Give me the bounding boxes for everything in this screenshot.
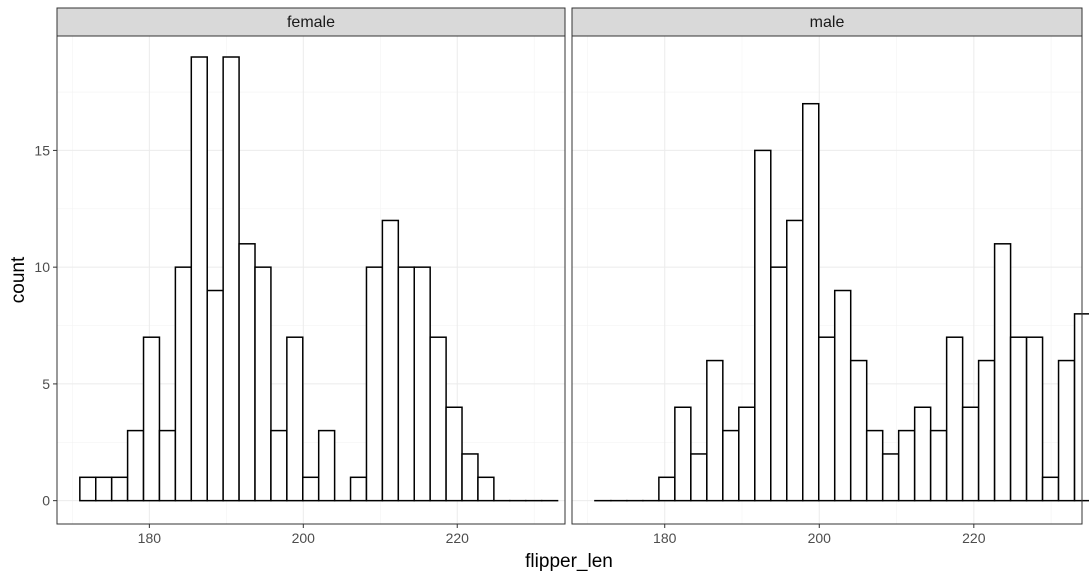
histogram-bar-female-24 [461,453,479,502]
histogram-bar-male-14 [817,336,836,502]
histogram-bar-female-5 [158,429,177,502]
strip-label-female: female [287,14,335,31]
histogram-bar-male-11 [770,266,788,502]
strip-label-male: male [810,14,845,31]
histogram-bar-female-14 [302,476,320,502]
y-tick-label: 10 [34,259,50,275]
strip-male [571,7,1083,37]
histogram-bar-female-2 [110,476,129,502]
bars-female [79,56,559,502]
histogram-bar-female-0 [79,476,97,502]
histogram-bar-female-4 [142,336,161,502]
histogram-bar-female-22 [429,336,447,502]
histogram-bar-female-19 [381,219,400,502]
histogram-bar-female-11 [254,266,272,502]
histogram-bar-female-21 [413,266,431,502]
histogram-bar-male-7 [706,359,724,502]
histogram-bar-male-5 [674,406,692,502]
histogram-bar-female-8 [206,289,224,502]
x-tick-label: 180 [138,530,162,546]
histogram-bar-male-19 [897,429,916,502]
y-tick-label: 0 [42,493,50,509]
panel-border-female [56,35,566,525]
histogram-bar-male-4 [658,476,676,502]
histogram-bar-male-24 [977,359,996,502]
histogram-bar-female-10 [238,243,256,502]
histogram-bar-female-20 [397,266,416,502]
histogram-bar-female-1 [95,476,113,502]
panel-male: male 180 200 220 [571,7,1089,546]
x-tick-label: 220 [962,530,986,546]
histogram-bar-male-18 [881,453,900,502]
histogram-bar-male-6 [690,453,708,502]
panel-female: female 180 200 220 [56,7,566,546]
histogram-bar-female-25 [477,476,495,502]
histogram-bar-male-25 [993,243,1012,502]
x-tick-label: 200 [808,530,832,546]
histogram-bar-male-10 [754,149,772,502]
x-tick-label: 220 [446,530,470,546]
histogram-bar-female-6 [174,266,193,502]
histogram-bar-male-16 [849,359,868,502]
histogram-bar-female-23 [445,406,463,502]
histogram-bar-female-13 [286,336,304,502]
x-axis-male: 180 200 220 [653,524,986,546]
histogram-bar-male-20 [913,406,932,502]
histogram-bar-male-8 [722,429,740,502]
histogram-bar-female-7 [190,56,208,502]
histogram-bar-female-15 [317,429,336,502]
histogram-bar-female-17 [349,476,368,502]
histogram-bar-male-28 [1041,476,1060,502]
x-axis-female: 180 200 220 [138,524,469,546]
histogram-bar-female-12 [270,429,288,502]
histogram-bar-male-9 [738,406,756,502]
histogram-bar-male-26 [1009,336,1028,502]
histogram-bar-male-21 [929,429,948,502]
histogram-bar-male-12 [786,219,804,502]
bars-male [594,102,1089,502]
y-axis-title: count [8,256,29,303]
x-tick-label: 180 [653,530,677,546]
histogram-bar-male-17 [865,429,884,502]
panel-border-male [571,35,1083,525]
x-tick-label: 200 [292,530,316,546]
y-axis: 0 5 10 15 [34,142,57,509]
histogram-bar-male-13 [802,102,820,502]
y-tick-label: 15 [34,142,50,158]
histogram-bar-female-3 [126,429,145,502]
histogram-bar-male-23 [961,406,980,502]
histogram-bar-male-15 [833,289,852,502]
histogram-bar-female-18 [365,266,384,502]
histogram-bar-female-9 [222,56,240,502]
histogram-bar-male-22 [945,336,964,502]
histogram-bar-male-27 [1025,336,1044,502]
y-tick-label: 5 [42,376,50,392]
histogram-bar-male-29 [1057,359,1076,502]
strip-female [56,7,566,37]
x-axis-title: flipper_len [525,551,613,572]
